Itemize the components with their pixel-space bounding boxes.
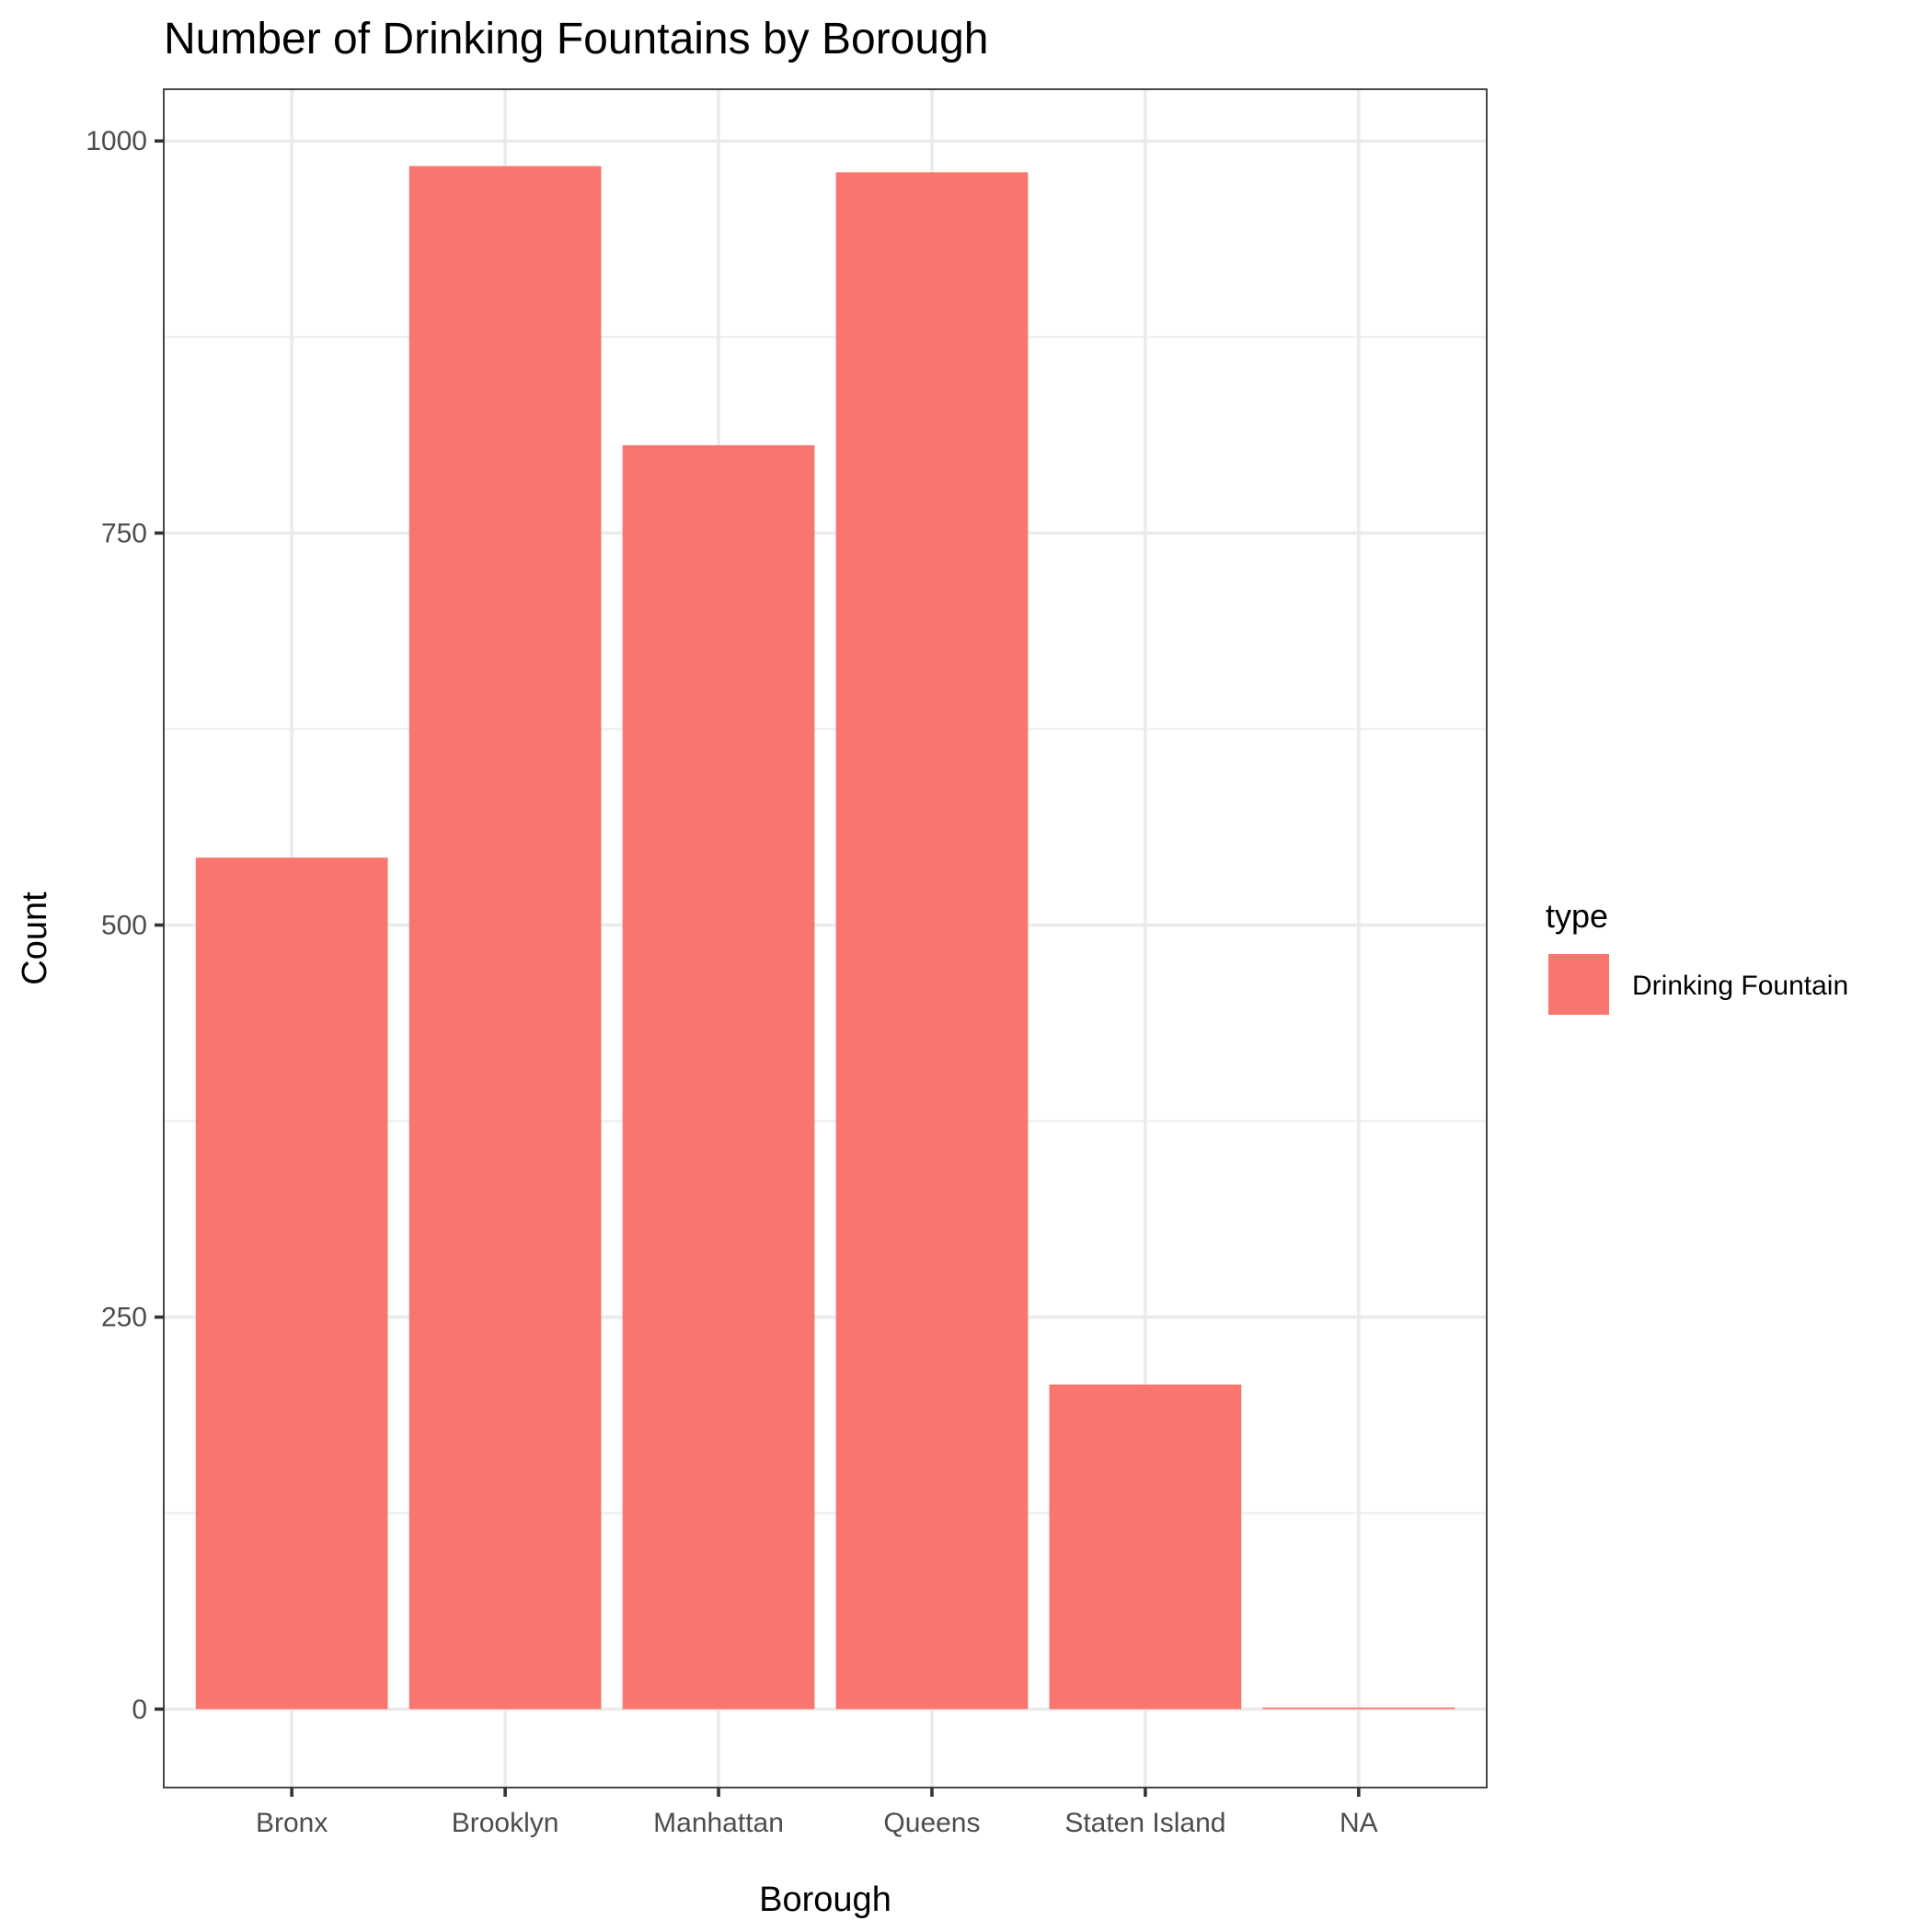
bar-queens [835,172,1029,1709]
bars [195,166,1455,1709]
y-tick-label: 500 [101,911,147,941]
x-tick-label: Queens [883,1808,980,1838]
bar-bronx [195,857,388,1709]
y-axis: 0 250 500 750 1000 [86,126,164,1725]
legend-title: type [1546,897,1608,935]
legend-swatch [1548,954,1609,1015]
x-axis: Bronx Brooklyn Manhattan Queens Staten Islan… [256,1788,1378,1838]
legend-label: Drinking Fountain [1632,971,1848,1001]
bar-na [1262,1708,1455,1709]
x-axis-title: Borough [759,1880,891,1919]
bar-staten-island [1049,1384,1242,1709]
legend: type Drinking Fountain [1546,897,1848,1015]
x-tick-label: NA [1340,1808,1378,1838]
bar-brooklyn [408,166,602,1709]
x-tick-label: Manhattan [653,1808,784,1838]
x-tick-label: Brooklyn [452,1808,559,1838]
chart-title: Number of Drinking Fountains by Borough [164,15,988,63]
bar-manhattan [622,444,815,1709]
y-tick-label: 1000 [86,126,147,156]
panel-border [163,88,1488,1788]
y-tick-label: 250 [101,1303,147,1333]
y-axis-title: Count [16,891,54,985]
plot-panel [163,88,1488,1788]
x-tick-label: Bronx [256,1808,328,1838]
y-tick-label: 0 [132,1695,147,1725]
y-tick-label: 750 [101,518,147,548]
x-tick-label: Staten Island [1064,1808,1225,1838]
